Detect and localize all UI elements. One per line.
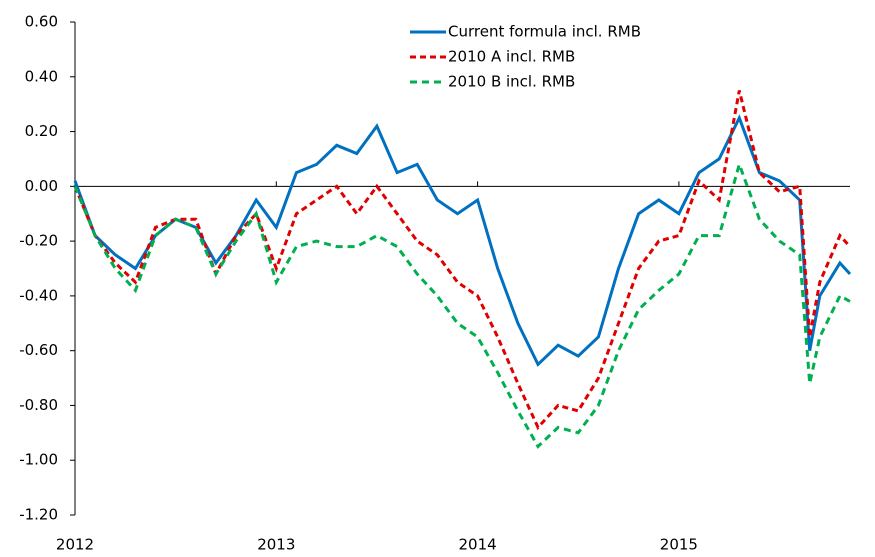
y-tick-label: 0.00 xyxy=(25,177,58,195)
legend-label: 2010 A incl. RMB xyxy=(448,48,575,66)
series-line xyxy=(73,114,852,367)
y-tick-label: -1.20 xyxy=(19,506,58,524)
y-tick-label: 0.40 xyxy=(25,67,58,85)
legend-label: Current formula incl. RMB xyxy=(448,23,641,41)
y-tick-label: 0.60 xyxy=(25,13,58,31)
y-tick-label: -1.00 xyxy=(19,451,58,469)
legend-label: 2010 B incl. RMB xyxy=(448,73,575,91)
x-tick-label: 2013 xyxy=(257,536,295,554)
y-tick-label: -0.80 xyxy=(19,396,58,414)
x-tick-label: 2015 xyxy=(660,536,698,554)
x-tick-label: 2014 xyxy=(459,536,497,554)
series-line xyxy=(73,159,851,449)
series-line xyxy=(73,90,852,431)
y-tick-label: -0.40 xyxy=(19,286,58,304)
y-tick-label: -0.20 xyxy=(19,232,58,250)
y-tick-label: 0.20 xyxy=(25,122,58,140)
y-tick-label: -0.60 xyxy=(19,341,58,359)
x-tick-label: 2012 xyxy=(56,536,94,554)
